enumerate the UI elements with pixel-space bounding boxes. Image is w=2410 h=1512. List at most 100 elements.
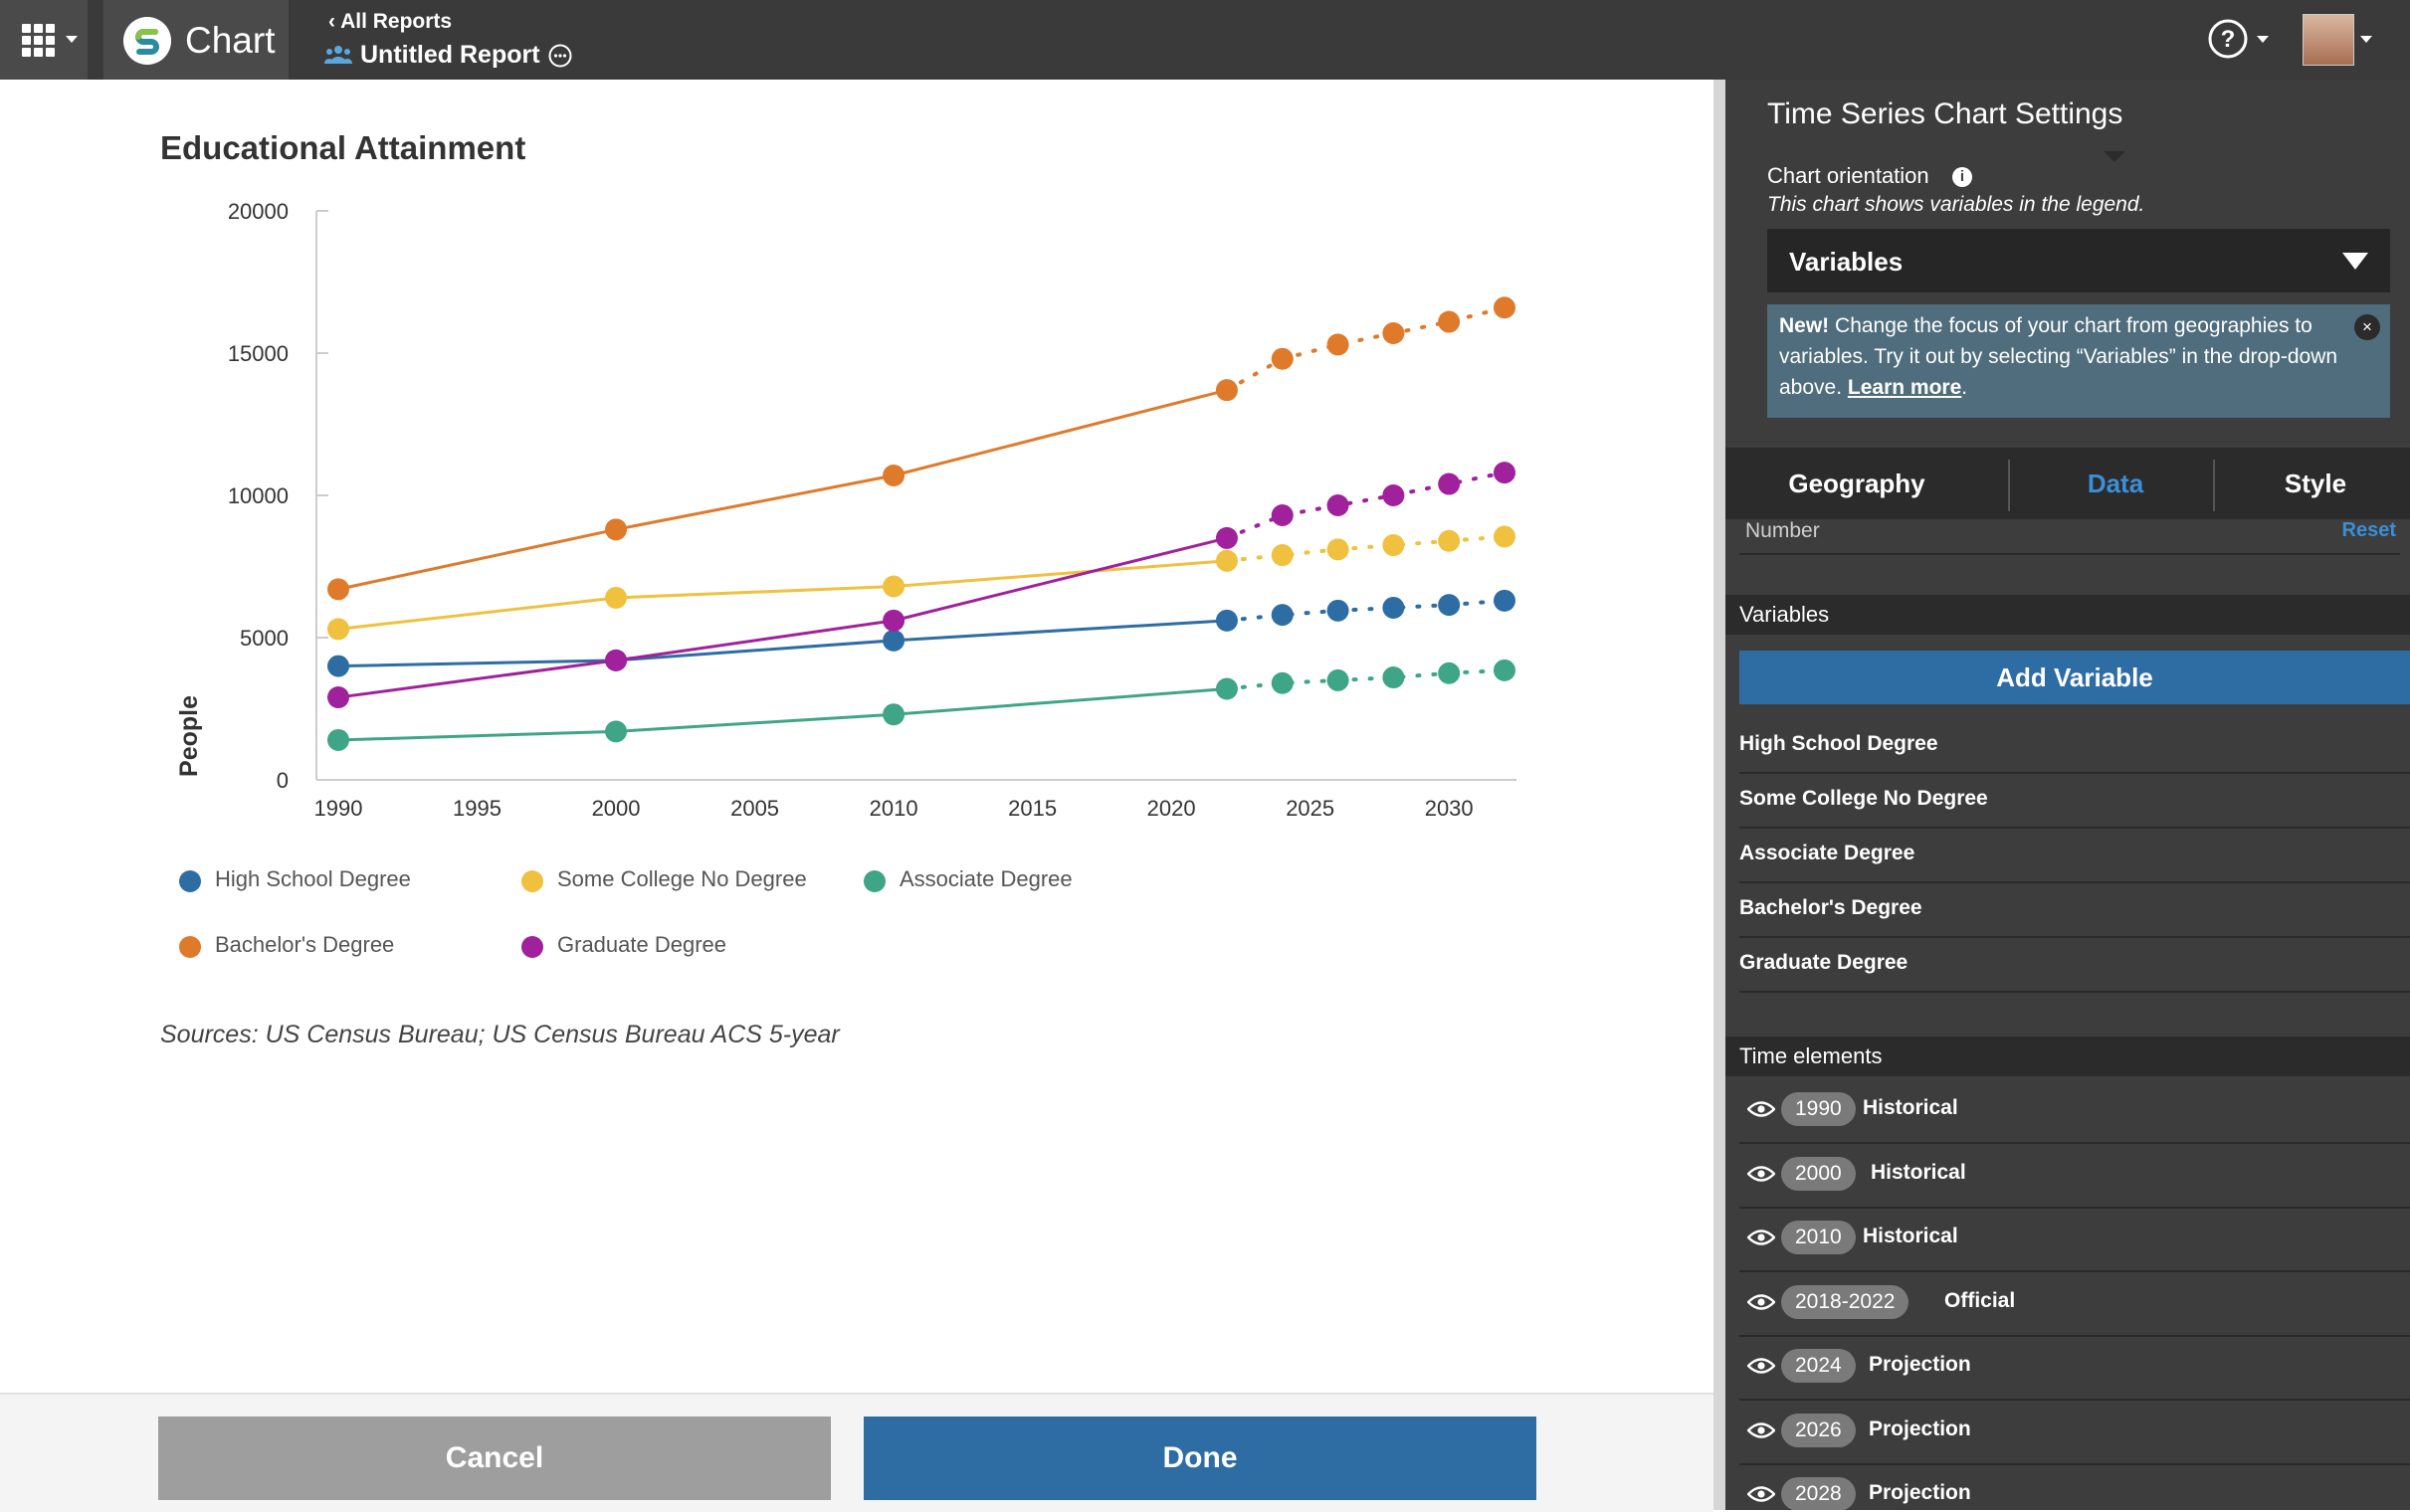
legend-label: Some College No Degree (557, 866, 807, 891)
line-chart: 0 5000 10000 15000 20000 1990 1995 2000 2005 2010… (175, 199, 1516, 821)
legend-label: Associate Degree (900, 866, 1073, 891)
eye-icon[interactable] (1747, 1485, 1775, 1503)
time-year-pill: 2026 (1781, 1413, 1856, 1447)
series-projection-line (1224, 471, 1506, 540)
more-options-icon[interactable] (548, 44, 572, 68)
learn-more-link[interactable]: Learn more (1847, 376, 1962, 399)
caret-down-icon (2342, 253, 2368, 270)
number-setting[interactable]: Number Reset (1739, 517, 2400, 555)
tab-data[interactable]: Data (2087, 469, 2144, 498)
variables-header: Variables (1725, 595, 2410, 635)
notice-body: Change the focus of your chart from geog… (1779, 314, 2338, 399)
time-element-row[interactable]: 2026 Projection (1739, 1400, 2410, 1465)
variable-row[interactable]: Graduate Degree (1739, 937, 2410, 993)
report-title[interactable]: Untitled Report (360, 41, 540, 69)
legend-marker (179, 936, 201, 958)
variable-row[interactable]: High School Degree (1739, 718, 2410, 774)
sources-note: Sources: US Census Bureau; US Census Bur… (160, 1021, 840, 1048)
back-to-reports-link[interactable]: ‹ All Reports (328, 10, 452, 34)
eye-icon[interactable] (1747, 1293, 1775, 1311)
time-year-pill: 1990 (1781, 1092, 1856, 1126)
chevron-down-icon[interactable] (2360, 36, 2372, 43)
data-point (1271, 347, 1294, 370)
y-tick-label: 20000 (228, 199, 289, 224)
number-label: Number (1745, 519, 1820, 542)
data-point (1382, 321, 1405, 344)
data-point (883, 629, 905, 652)
done-button[interactable]: Done (864, 1417, 1536, 1500)
notice-text: New! Change the focus of your chart from… (1779, 310, 2361, 403)
y-tick-label: 5000 (240, 626, 289, 651)
data-point (1382, 596, 1405, 619)
data-point (883, 703, 905, 726)
data-point (1382, 666, 1405, 689)
series-line (337, 559, 1228, 631)
orientation-label: Chart orientation (1767, 163, 1929, 188)
data-point (883, 609, 905, 632)
eye-icon[interactable] (1747, 1421, 1775, 1439)
reset-link[interactable]: Reset (2341, 519, 2396, 541)
eye-icon[interactable] (1747, 1100, 1775, 1118)
series-line (337, 536, 1228, 699)
time-type-label: Projection (1869, 1417, 1971, 1440)
cancel-button[interactable]: Cancel (158, 1417, 831, 1500)
orientation-select[interactable]: Variables (1767, 229, 2390, 292)
legend-marker (864, 870, 886, 892)
help-icon[interactable]: ? (2207, 18, 2249, 60)
data-point (605, 649, 628, 671)
data-point (1215, 526, 1238, 549)
x-tick-label: 2025 (1286, 796, 1334, 821)
tab-geography[interactable]: Geography (1788, 469, 1925, 498)
chevron-left-icon: ‹ (328, 10, 341, 33)
data-point (1215, 549, 1238, 572)
variable-row[interactable]: Associate Degree (1739, 828, 2410, 883)
people-icon (324, 46, 352, 64)
time-element-row[interactable]: 2028 Projection (1739, 1463, 2410, 1510)
app-name: Chart (185, 20, 276, 61)
time-type-label: Historical (1863, 1225, 1958, 1247)
time-element-row[interactable]: 2024 Projection (1739, 1335, 2410, 1401)
variable-row[interactable]: Some College No Degree (1739, 773, 2410, 829)
panel-resize-handle[interactable] (1713, 80, 1725, 1510)
data-point (1215, 379, 1238, 402)
eye-icon[interactable] (1747, 1165, 1775, 1183)
legend-marker (521, 870, 543, 892)
app-logo-icon (123, 17, 171, 65)
tab-style[interactable]: Style (2284, 469, 2347, 498)
time-year-pill: 2010 (1781, 1221, 1856, 1254)
time-element-row[interactable]: 1990 Historical (1739, 1078, 2410, 1144)
chevron-down-icon[interactable] (2257, 36, 2269, 43)
legend-marker (521, 936, 543, 958)
time-element-row[interactable]: 2010 Historical (1739, 1207, 2410, 1272)
data-point (1271, 544, 1294, 567)
y-tick-label: 0 (277, 768, 289, 793)
avatar[interactable] (2303, 14, 2354, 66)
time-year-pill: 2000 (1781, 1156, 1856, 1191)
data-point (1438, 529, 1461, 552)
close-icon[interactable]: × (2354, 314, 2380, 340)
data-point (1326, 494, 1349, 517)
data-point (1438, 472, 1461, 495)
data-point (327, 728, 349, 751)
notice-end: . (1961, 376, 1968, 399)
time-element-row[interactable]: 2018-2022 Official (1739, 1271, 2410, 1337)
time-element-row[interactable]: 2000 Historical (1739, 1143, 2410, 1209)
eye-icon[interactable] (1747, 1228, 1775, 1246)
data-point (1271, 604, 1294, 627)
data-point (1438, 594, 1461, 617)
data-point (1494, 589, 1515, 612)
data-point (1215, 677, 1238, 700)
data-point (1382, 484, 1405, 506)
panel-title: Time Series Chart Settings (1767, 97, 2123, 130)
info-icon[interactable]: i (1952, 167, 1972, 187)
add-variable-button[interactable]: Add Variable (1739, 651, 2410, 704)
notice-bold: New! (1779, 314, 1830, 337)
panel-tabs: Geography Data Style (1725, 448, 2410, 519)
time-year-pill: 2028 (1781, 1477, 1856, 1510)
apps-menu-button[interactable] (0, 0, 88, 80)
variable-row[interactable]: Bachelor's Degree (1739, 882, 2410, 938)
data-point (1215, 609, 1238, 632)
time-elements-header-label: Time elements (1739, 1043, 1883, 1068)
eye-icon[interactable] (1747, 1357, 1775, 1375)
legend-marker (179, 870, 201, 892)
